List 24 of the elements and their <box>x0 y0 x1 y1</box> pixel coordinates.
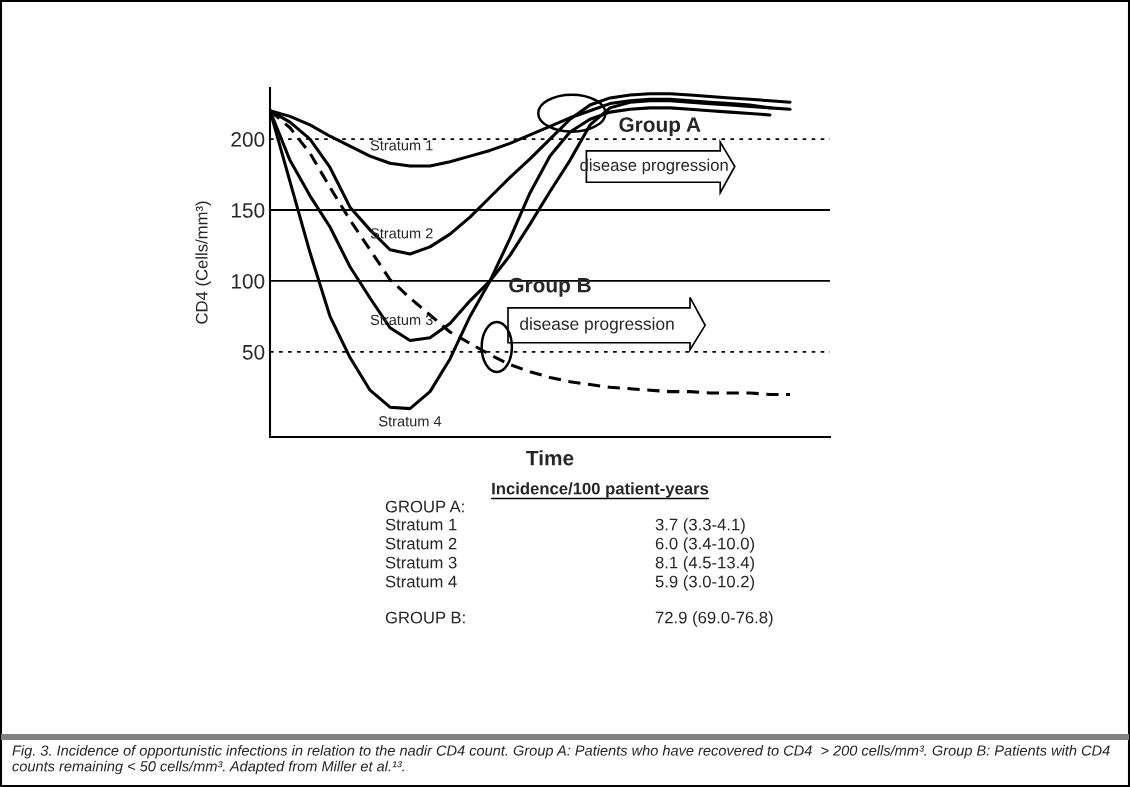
text: Stratum 2 <box>385 537 457 550</box>
y-tick-label: 200 <box>231 132 265 147</box>
text: Incidence/100 patient-years <box>492 482 709 498</box>
y-tick-label: 150 <box>231 203 265 218</box>
text: GROUP A: <box>385 500 464 513</box>
text: Stratum 1 <box>385 518 457 531</box>
series-label: Stratum 4 <box>379 416 442 427</box>
x-axis-title: Time <box>526 450 574 466</box>
text: 72.9 (69.0-76.8) <box>655 611 773 627</box>
text: Stratum 3 <box>385 556 457 569</box>
text: 8.1 (4.5-13.4) <box>655 556 755 572</box>
annotation: Group B <box>509 277 591 297</box>
text: GROUP B: <box>385 611 465 624</box>
series-label: Stratum 1 <box>370 140 433 151</box>
y-tick-label: 50 <box>242 344 265 360</box>
annotation: disease progression <box>520 317 674 334</box>
annotation: Group A <box>619 117 701 137</box>
caption: Fig. 3. Incidence of opportunistic infections in relation to the nadir CD4 count. Group A: Patients who have recovered to CD4 > 200 cells/mm³. Group B: Patients with CD4 counts remaining < 50 cells/mm³. Adapted from Miller et al.¹³. <box>12 745 1110 775</box>
text: 5.9 (3.0-10.2) <box>655 575 755 591</box>
text: 6.0 (3.4-10.0) <box>655 537 755 553</box>
y-tick-label: 100 <box>231 273 265 289</box>
text: Stratum 4 <box>385 575 457 588</box>
y-axis-title: CD4 (Cells/mm³) <box>195 201 211 324</box>
text: 3.7 (3.3-4.1) <box>655 518 745 534</box>
